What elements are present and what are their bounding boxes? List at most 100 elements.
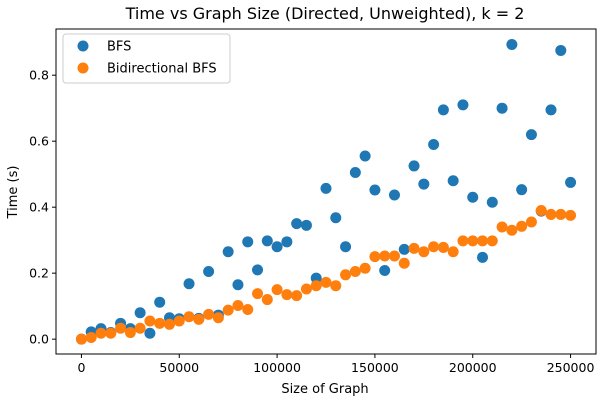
y-tick-label: 0.4 — [29, 200, 49, 215]
legend-label-bfs: BFS — [107, 40, 131, 55]
chart-title: Time vs Graph Size (Directed, Unweighted… — [125, 4, 525, 23]
point-bidirectional-bfs — [525, 216, 537, 228]
point-bidirectional-bfs — [398, 257, 410, 269]
y-axis-label: Time (s) — [6, 166, 21, 220]
point-bidirectional-bfs — [310, 280, 322, 292]
point-bidirectional-bfs — [271, 284, 283, 296]
point-bfs — [447, 175, 459, 187]
point-bidirectional-bfs — [300, 283, 312, 295]
x-tick-label: 250000 — [547, 360, 595, 375]
x-tick-label: 0 — [77, 360, 85, 375]
point-bidirectional-bfs — [212, 312, 224, 324]
x-tick-label: 200000 — [449, 360, 497, 375]
point-bfs — [379, 265, 391, 277]
point-bfs — [477, 251, 489, 263]
y-tick-label: 0.0 — [29, 332, 49, 347]
point-bfs — [437, 104, 449, 116]
point-bidirectional-bfs — [261, 294, 273, 306]
point-bidirectional-bfs — [555, 208, 567, 220]
point-bidirectional-bfs — [144, 315, 156, 327]
point-bfs — [428, 138, 440, 150]
point-bidirectional-bfs — [95, 327, 107, 339]
point-bfs — [486, 196, 498, 208]
point-bidirectional-bfs — [183, 311, 195, 323]
point-bfs — [408, 160, 420, 172]
point-bfs — [144, 327, 156, 339]
point-bfs — [525, 129, 537, 141]
point-bidirectional-bfs — [85, 332, 97, 344]
point-bfs — [203, 266, 215, 278]
y-tick-label: 0.2 — [29, 266, 49, 281]
point-bfs — [291, 218, 303, 230]
point-bidirectional-bfs — [369, 251, 381, 263]
point-bidirectional-bfs — [349, 266, 361, 278]
point-bidirectional-bfs — [457, 235, 469, 247]
point-bfs — [516, 184, 528, 196]
point-bfs — [330, 212, 342, 224]
point-bfs — [418, 178, 430, 190]
point-bfs — [242, 236, 254, 248]
data-points — [75, 39, 577, 345]
point-bidirectional-bfs — [388, 250, 400, 262]
point-bfs — [388, 189, 400, 201]
point-bidirectional-bfs — [173, 315, 185, 327]
point-bidirectional-bfs — [124, 327, 136, 339]
point-bfs — [565, 176, 577, 188]
point-bidirectional-bfs — [242, 303, 254, 315]
point-bidirectional-bfs — [291, 290, 303, 302]
point-bidirectional-bfs — [222, 304, 234, 316]
legend-marker-bidirectional-bfs — [77, 62, 89, 74]
legend-label-bidirectional-bfs: Bidirectional BFS — [107, 62, 217, 77]
legend-box — [62, 33, 231, 84]
point-bidirectional-bfs — [428, 241, 440, 253]
point-bfs — [320, 182, 332, 194]
legend: BFS Bidirectional BFS — [62, 33, 231, 84]
point-bidirectional-bfs — [320, 276, 332, 288]
point-bidirectional-bfs — [330, 280, 342, 292]
point-bidirectional-bfs — [477, 235, 489, 247]
point-bfs — [457, 99, 469, 111]
point-bidirectional-bfs — [252, 288, 264, 300]
point-bfs — [349, 167, 361, 179]
point-bfs — [134, 307, 146, 319]
point-bidirectional-bfs — [359, 262, 371, 274]
x-axis-label: Size of Graph — [281, 382, 368, 397]
point-bfs — [496, 102, 508, 114]
point-bidirectional-bfs — [340, 269, 352, 281]
legend-marker-bfs — [77, 40, 89, 52]
point-bidirectional-bfs — [535, 204, 547, 216]
point-bidirectional-bfs — [545, 208, 557, 220]
point-bidirectional-bfs — [447, 246, 459, 258]
x-tick-label: 150000 — [351, 360, 399, 375]
point-bfs — [183, 278, 195, 290]
point-bidirectional-bfs — [437, 241, 449, 253]
point-bidirectional-bfs — [75, 333, 87, 345]
point-bfs — [359, 150, 371, 162]
point-bidirectional-bfs — [565, 209, 577, 221]
point-bidirectional-bfs — [105, 327, 117, 339]
point-bidirectional-bfs — [496, 221, 508, 233]
point-bfs — [310, 272, 322, 284]
point-bidirectional-bfs — [203, 308, 215, 320]
point-bfs — [340, 241, 352, 253]
point-bidirectional-bfs — [408, 242, 420, 254]
point-bidirectional-bfs — [232, 299, 244, 311]
x-tick-label: 50000 — [159, 360, 199, 375]
y-tick-label: 0.6 — [29, 134, 49, 149]
point-bidirectional-bfs — [281, 289, 293, 301]
point-bidirectional-bfs — [418, 246, 430, 258]
point-bfs — [467, 191, 479, 203]
point-bfs — [506, 39, 518, 51]
point-bidirectional-bfs — [163, 318, 175, 330]
point-bidirectional-bfs — [134, 322, 146, 334]
point-bidirectional-bfs — [486, 235, 498, 247]
x-axis: 0 50000 100000 150000 200000 250000 — [77, 354, 594, 375]
point-bfs — [252, 264, 264, 276]
point-bidirectional-bfs — [379, 250, 391, 262]
point-bidirectional-bfs — [154, 317, 166, 329]
point-bidirectional-bfs — [516, 220, 528, 232]
point-bidirectional-bfs — [115, 322, 127, 334]
point-bfs — [232, 279, 244, 291]
point-bfs — [281, 236, 293, 248]
